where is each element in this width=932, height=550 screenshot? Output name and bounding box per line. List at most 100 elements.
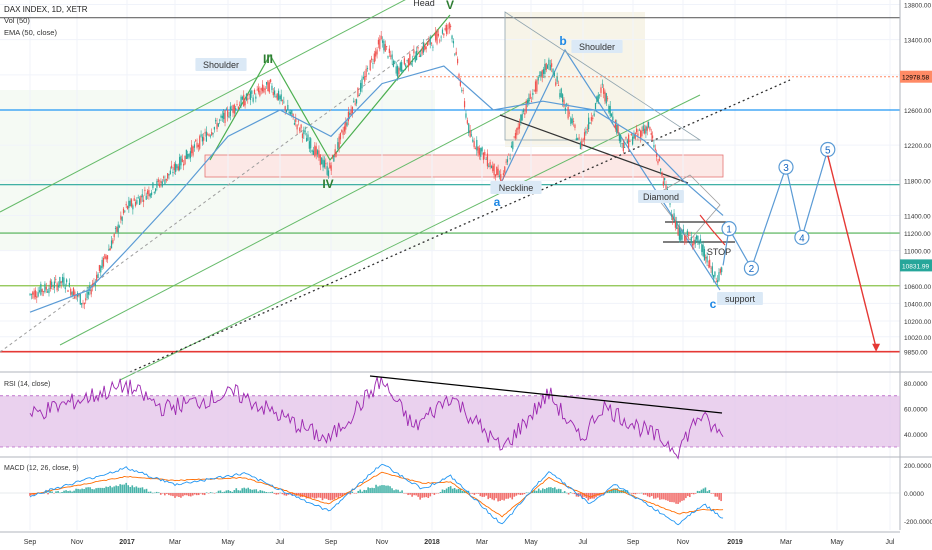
candle-body xyxy=(142,199,145,202)
candle-body xyxy=(406,60,408,62)
macd-histogram-bar xyxy=(459,488,462,493)
candle-body xyxy=(247,98,249,100)
candle-body xyxy=(90,289,92,295)
macd-histogram-bar xyxy=(145,488,148,493)
annotation-box xyxy=(571,40,623,53)
candle-body xyxy=(339,132,342,140)
macd-histogram-bar xyxy=(441,489,444,493)
candle-body xyxy=(104,254,106,259)
macd-histogram-bar xyxy=(485,493,488,496)
candle-body xyxy=(436,31,438,44)
candle-body xyxy=(452,41,455,44)
candle-body xyxy=(688,234,690,236)
macd-histogram-bar xyxy=(188,493,190,497)
annotation-label: c xyxy=(710,297,717,311)
macd-histogram-bar xyxy=(75,488,77,493)
macd-histogram-bar xyxy=(205,492,208,493)
candle-body xyxy=(643,128,646,134)
candle-body xyxy=(451,35,453,39)
candle-body xyxy=(381,40,384,43)
candle-body xyxy=(365,68,367,78)
macd-histogram-bar xyxy=(685,493,687,499)
candle-body xyxy=(301,133,304,139)
macd-histogram-bar xyxy=(602,493,605,495)
time-tick-label: 2018 xyxy=(424,539,440,546)
macd-histogram-bar xyxy=(632,493,635,495)
candle-body xyxy=(677,227,679,236)
candle-body xyxy=(665,185,667,189)
macd-histogram-bar xyxy=(157,492,160,493)
annotation-box xyxy=(638,190,684,203)
macd-histogram-bar xyxy=(614,488,617,493)
candle-body xyxy=(645,126,647,134)
candle-body xyxy=(335,152,338,154)
candle-body xyxy=(300,124,302,129)
candle-body xyxy=(217,123,219,127)
macd-histogram-bar xyxy=(525,492,528,493)
candle-body xyxy=(390,55,392,57)
candle-body xyxy=(208,134,210,136)
candle-body xyxy=(232,105,234,113)
candle-body xyxy=(299,128,301,132)
candle-body xyxy=(379,38,381,50)
wave-marker-label: 3 xyxy=(783,163,789,174)
candle-body xyxy=(51,281,53,287)
macd-histogram-bar xyxy=(687,493,689,497)
candle-body xyxy=(524,113,526,115)
macd-histogram-bar xyxy=(239,490,242,493)
candle-body xyxy=(433,34,435,36)
candle-body xyxy=(252,97,254,102)
macd-histogram-bar xyxy=(71,491,73,493)
candle-body xyxy=(308,141,310,149)
macd-histogram-bar xyxy=(57,490,59,493)
candle-body xyxy=(233,104,235,114)
macd-histogram-bar xyxy=(451,488,454,493)
candle-body xyxy=(343,126,346,132)
macd-histogram-bar xyxy=(151,492,154,494)
candle-body xyxy=(101,259,103,268)
macd-signal-line xyxy=(29,471,724,518)
candle-body xyxy=(358,94,360,96)
candle-body xyxy=(597,94,599,102)
macd-label: MACD (12, 26, close, 9) xyxy=(4,465,79,472)
macd-histogram-bar xyxy=(131,485,134,493)
candle-body xyxy=(256,89,258,91)
macd-histogram-bar xyxy=(249,489,252,493)
macd-histogram-bar xyxy=(443,490,446,493)
macd-tick-label: 0.0000 xyxy=(904,491,924,498)
candle-body xyxy=(444,28,446,31)
macd-histogram-bar xyxy=(215,492,218,494)
macd-histogram-bar xyxy=(395,489,397,493)
price-tick-label: 13800.00 xyxy=(904,3,931,10)
triangle-outline xyxy=(504,11,702,141)
candle-body xyxy=(518,123,521,129)
candle-body xyxy=(505,161,507,163)
candle-body xyxy=(291,110,293,115)
candle-body xyxy=(493,163,495,176)
candle-body xyxy=(718,272,720,281)
candle-body xyxy=(145,195,147,200)
candle-body xyxy=(416,50,418,60)
candle-body xyxy=(375,51,377,57)
macd-histogram-bar xyxy=(343,493,346,496)
candle-body xyxy=(472,139,474,142)
candle-body xyxy=(402,69,404,73)
macd-histogram-bar xyxy=(271,491,274,493)
macd-histogram-bar xyxy=(599,493,601,496)
candle-body xyxy=(195,140,197,142)
ema-line xyxy=(29,65,724,313)
macd-histogram-bar xyxy=(93,489,95,493)
candle-body xyxy=(97,273,99,279)
annotation-label: b xyxy=(559,34,566,48)
macd-histogram-bar xyxy=(331,493,334,500)
candle-body xyxy=(259,90,261,96)
macd-histogram-bar xyxy=(190,493,192,497)
candle-body xyxy=(682,229,684,232)
candle-body xyxy=(48,288,50,294)
candle-body xyxy=(47,291,49,293)
candle-body xyxy=(592,117,594,120)
candle-body xyxy=(448,22,450,29)
candle-body xyxy=(241,96,243,100)
price-axis-bg xyxy=(900,0,932,550)
